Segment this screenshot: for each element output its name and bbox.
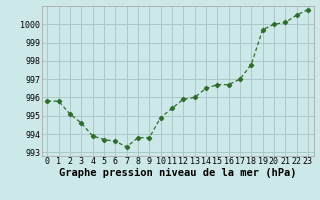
X-axis label: Graphe pression niveau de la mer (hPa): Graphe pression niveau de la mer (hPa) [59, 168, 296, 178]
